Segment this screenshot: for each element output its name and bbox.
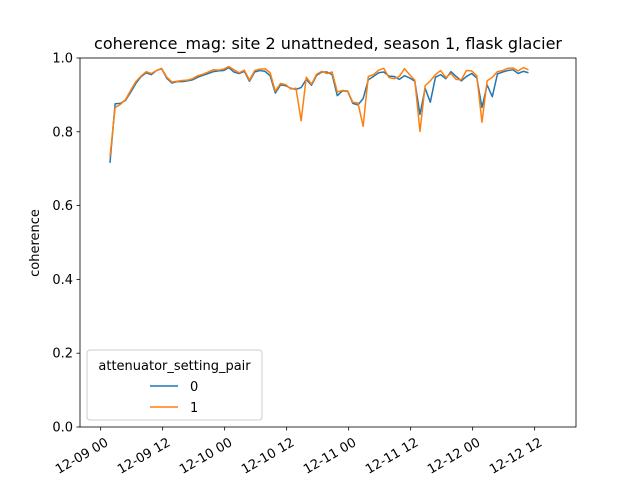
- y-tick-label: 1.0: [52, 52, 73, 67]
- y-axis-label: coherence: [28, 209, 43, 277]
- chart-title: coherence_mag: site 2 unattneded, season…: [94, 34, 562, 54]
- legend-label-1: 1: [190, 401, 198, 416]
- legend: attenuator_setting_pair 0 1: [86, 349, 263, 421]
- y-tick-label: 0.4: [52, 273, 73, 288]
- legend-title: attenuator_setting_pair: [98, 359, 251, 374]
- series-line-1: [109, 65, 529, 157]
- y-tick-label: 0.2: [52, 347, 73, 362]
- y-tick-label: 0.8: [52, 125, 73, 140]
- axes-frame: [79, 57, 577, 428]
- legend-label-0: 0: [190, 380, 198, 395]
- legend-box: [86, 349, 263, 421]
- y-tick-label: 0.0: [52, 421, 73, 436]
- y-tick-label: 0.6: [52, 199, 73, 214]
